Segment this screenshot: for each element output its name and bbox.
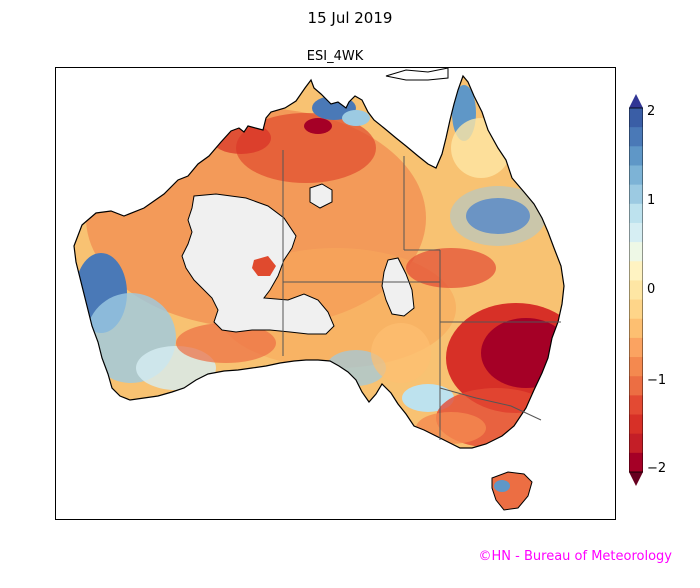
colorbar-segment <box>629 222 643 243</box>
colorbar-segment <box>629 433 643 454</box>
colorbar-segment <box>629 261 643 282</box>
no-data-region-north <box>309 183 333 209</box>
colorbar-segment <box>629 127 643 147</box>
colorbar-segment <box>629 184 643 205</box>
colorbar-segment <box>629 299 643 320</box>
state-borders <box>282 150 561 440</box>
colorbar-segment <box>629 165 643 186</box>
colorbar-segment <box>629 395 643 416</box>
colorbar-segment <box>629 242 643 262</box>
colorbar-segment <box>629 376 643 396</box>
colorbar-tick-minus-1: −1 <box>647 373 667 388</box>
colorbar-segment <box>629 414 643 435</box>
map-panel <box>55 67 616 520</box>
colorbar <box>629 94 643 486</box>
map-variable-title: ESI_4WK <box>306 49 364 64</box>
colorbar-segment <box>629 146 643 167</box>
credit-text: ©HN - Bureau of Meteorology <box>478 549 672 564</box>
colorbar-segment <box>629 452 643 473</box>
colorbar-segment <box>629 337 643 358</box>
esi-anomaly-field <box>75 85 564 448</box>
colorbar-segment <box>629 280 643 301</box>
map-date-title: 15 Jul 2019 <box>307 9 393 27</box>
colorbar-segment <box>629 203 643 224</box>
colorbar-segment <box>629 318 643 339</box>
australia-map <box>73 68 565 511</box>
colorbar-tick-0: 0 <box>647 282 656 297</box>
new-guinea-coast <box>385 68 449 81</box>
colorbar-tick-1: 1 <box>647 193 656 208</box>
colorbar-tick-max: 2 <box>647 104 656 119</box>
colorbar-tick-min: −2 <box>647 461 667 476</box>
colorbar-segment <box>629 108 643 128</box>
colorbar-segment <box>629 357 643 377</box>
no-data-region-east <box>381 257 415 317</box>
